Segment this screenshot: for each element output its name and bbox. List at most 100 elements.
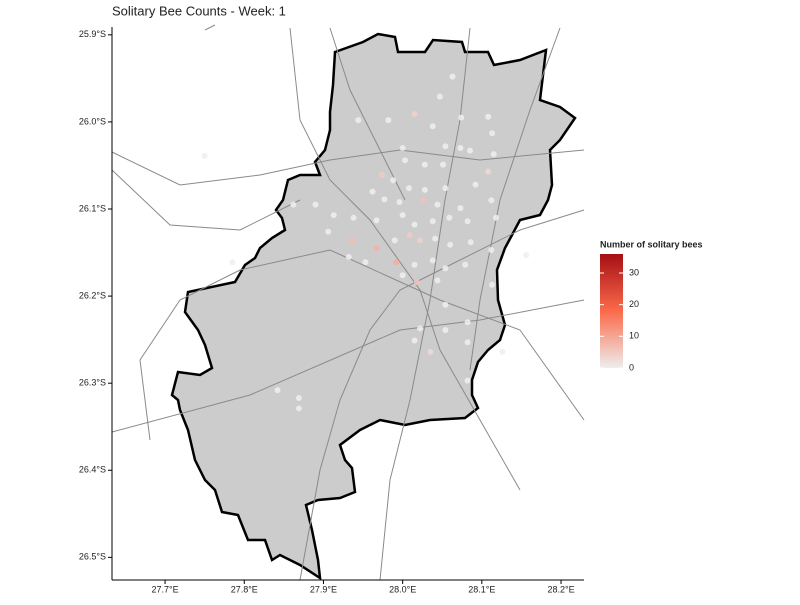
sample-point [417, 325, 424, 332]
sample-point [442, 143, 449, 150]
sample-point [350, 214, 357, 221]
sample-point [490, 151, 497, 158]
sample-point [411, 261, 418, 268]
title: Solitary Bee Counts - Week: 1 [112, 3, 286, 18]
sample-point [405, 185, 412, 192]
sample-point [421, 186, 428, 193]
sample-point [464, 377, 471, 384]
sample-point [399, 212, 406, 219]
y-tick-label: 26.3°S [79, 378, 106, 388]
sample-point [436, 93, 443, 100]
sample-point [411, 111, 418, 118]
sample-point [432, 235, 439, 242]
y-tick-label: 26.2°S [79, 290, 106, 300]
sample-point [488, 246, 495, 253]
sample-point [362, 259, 369, 266]
sample-point [458, 114, 465, 121]
sample-point [411, 221, 418, 228]
sample-point [417, 237, 424, 244]
sample-point [499, 348, 506, 355]
sample-point [457, 205, 464, 212]
sample-point [489, 130, 496, 137]
sample-point [427, 348, 434, 355]
sample-point [355, 117, 362, 124]
y-tick-label: 25.9°S [79, 29, 106, 39]
legend-title: Number of solitary bees [600, 239, 703, 249]
sample-point [312, 201, 319, 208]
sample-point [449, 73, 456, 80]
sample-point [493, 214, 500, 221]
x-tick-label: 27.8°E [231, 584, 258, 594]
sample-point [464, 218, 471, 225]
sample-point [434, 201, 441, 208]
sample-point [447, 241, 454, 248]
sample-point [381, 196, 388, 203]
sample-point [485, 113, 492, 120]
sample-point [406, 232, 413, 239]
x-tick-label: 28.0°E [389, 584, 416, 594]
sample-point [489, 281, 496, 288]
sample-point [348, 237, 355, 244]
sample-point [420, 197, 427, 204]
sample-point [442, 265, 449, 272]
sample-point [290, 201, 297, 208]
sample-point [442, 185, 449, 192]
sample-point [485, 168, 492, 175]
sample-point [201, 152, 208, 159]
sample-point [390, 177, 397, 184]
sample-point [429, 218, 436, 225]
y-tick-label: 26.1°S [79, 203, 106, 213]
sample-point [466, 147, 473, 154]
legend-bar [600, 254, 623, 368]
x-tick-label: 27.9°E [310, 584, 337, 594]
legend-tick-label: 0 [629, 362, 634, 372]
y-tick-label: 26.0°S [79, 116, 106, 126]
sample-point [421, 161, 428, 168]
sample-point [446, 214, 453, 221]
sample-point [385, 117, 392, 124]
legend-tick-label: 10 [629, 331, 639, 341]
sample-point [379, 172, 386, 179]
sample-point [396, 199, 403, 206]
sample-point [369, 188, 376, 195]
y-tick-label: 26.4°S [79, 465, 106, 475]
sample-point [429, 123, 436, 130]
sample-point [488, 197, 495, 204]
sample-point [467, 239, 474, 246]
y-tick-label: 26.5°S [79, 552, 106, 562]
sample-point [429, 257, 436, 264]
x-tick-label: 28.1°E [468, 584, 495, 594]
sample-point [373, 245, 380, 252]
sample-point [295, 405, 302, 412]
sample-point [229, 259, 236, 266]
sample-point [442, 327, 449, 334]
sample-point [472, 181, 479, 188]
sample-point [325, 228, 332, 235]
sample-point [464, 339, 471, 346]
sample-point [345, 253, 352, 260]
sample-point [464, 319, 471, 326]
x-tick-label: 27.7°E [151, 584, 178, 594]
sample-point [402, 157, 409, 164]
sample-point [440, 161, 447, 168]
sample-point [457, 145, 464, 152]
sample-point [274, 387, 281, 394]
roads [111, 24, 585, 581]
sample-point [411, 337, 418, 344]
sample-point [391, 237, 398, 244]
sample-point [393, 259, 400, 266]
sample-point [413, 279, 420, 286]
sample-point [399, 272, 406, 279]
sample-point [330, 212, 337, 219]
sample-point [373, 217, 380, 224]
x-tick-label: 28.2°E [547, 584, 574, 594]
legend-tick-label: 20 [629, 299, 639, 309]
city-boundary [170, 32, 577, 581]
sample-point [442, 301, 449, 308]
sample-point [434, 277, 441, 284]
legend-tick-label: 30 [629, 267, 639, 277]
sample-point [295, 394, 302, 401]
sample-point [462, 261, 469, 268]
sample-point [399, 145, 406, 152]
